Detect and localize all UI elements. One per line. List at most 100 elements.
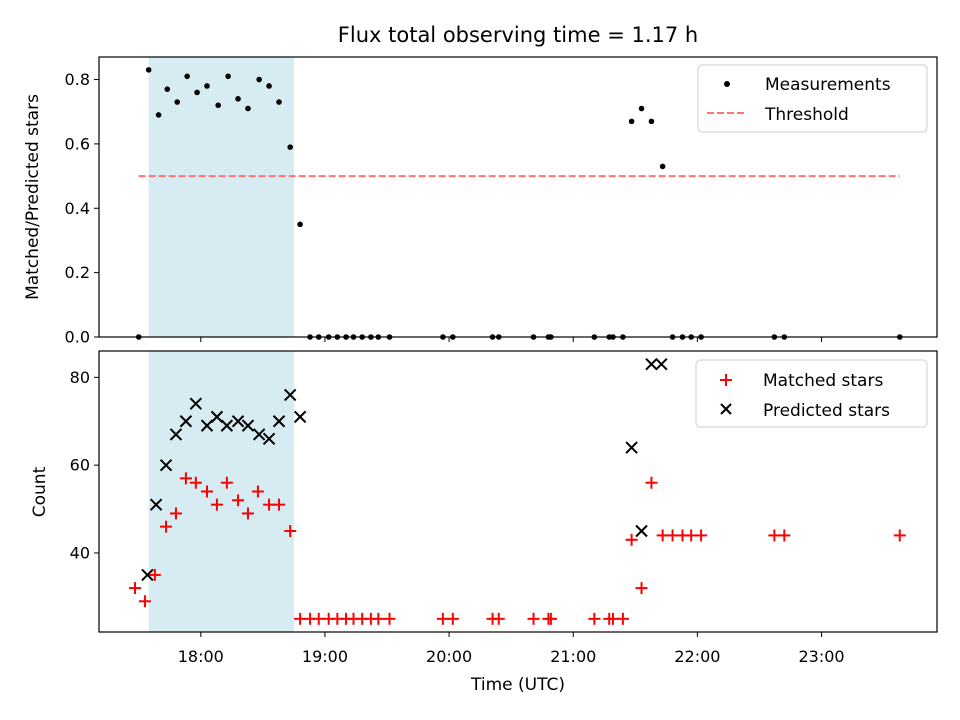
predicted-star-point [231,415,245,428]
matched-star-point [232,494,245,507]
measurement-point [638,105,645,112]
x-tick-label: 21:00 [550,647,596,666]
bottom-y-axis-label: Count [30,466,50,517]
matched-star-point [148,568,161,581]
matched-star-point [527,612,540,625]
measurement-point [184,73,190,80]
predicted-star-point [635,524,648,538]
top-legend-box [697,64,928,133]
measurement-point [174,99,181,105]
predicted-legend-marker [720,403,732,415]
legend-measurements: Measurements [765,75,891,95]
measurement-point [194,89,200,96]
bottom-legend-box [695,359,928,428]
measurement-point [256,76,262,83]
matched-star-point [446,612,459,625]
matched-star-point [241,507,254,520]
matched-star-point [544,612,557,625]
matched-star-point [778,529,791,542]
measurement-point [235,96,241,102]
matched-star-point [210,498,223,511]
legend-matched-stars: Matched stars [763,371,883,391]
bottom-y-axis: 40 60 80 [70,368,99,562]
predicted-star-point [645,357,658,371]
bottom-x-axis: 18:00 19:00 20:00 21:00 22:00 23:00 [178,632,845,666]
measurement-point [155,112,162,118]
predicted-star-point [159,458,173,472]
y-tick-label: 0.0 [65,328,90,347]
measurement-point [245,105,251,112]
measurement-point [204,83,210,89]
predicted-star-point [169,428,183,441]
predicted-star-point [625,441,638,454]
legend-predicted-stars: Predicted stars [763,401,890,421]
chart-title: Flux total observing time = 1.17 h [338,23,698,47]
matched-star-point [129,582,142,595]
bottom-panel: 40 60 80 18:00 19:00 20:00 21:00 22:00 23:00 Co… [30,350,938,695]
matched-stars-series [129,472,906,625]
matched-star-point [220,476,233,489]
legend-threshold: Threshold [764,105,849,125]
matched-star-point [616,612,629,625]
measurement-point [215,102,221,109]
observing-window-shade-top [148,57,294,337]
x-tick-label: 22:00 [674,647,720,666]
matched-star-point [492,612,505,625]
y-tick-label: 0.8 [65,70,90,89]
bottom-axes-frame [98,350,938,633]
measurement-point [164,86,171,92]
predicted-star-point [210,410,224,424]
top-axes-frame [98,56,938,338]
predicted-star-point [149,498,163,511]
measurement-point [648,118,655,125]
measurement-point [276,99,282,105]
y-tick-label: 0.2 [65,263,90,282]
predicted-star-point [293,410,307,424]
predicted-star-point [283,388,297,402]
measurement-point [225,73,231,80]
top-x-ticks [200,337,823,342]
measurement-point [297,221,303,228]
matched-star-point [372,612,385,625]
top-panel: 0.00.20.40.60.8 Matched/Predicted stars … [23,56,938,347]
matched-star-point [251,485,264,498]
matched-star-point [284,525,297,538]
matched-star-point [588,612,601,625]
measurement-point [287,144,293,150]
matched-star-point [138,595,151,608]
matched-star-point [635,582,648,595]
measurement-point [628,118,635,125]
x-tick-label: 20:00 [426,647,472,666]
predicted-star-point [262,432,276,446]
x-tick-label: 23:00 [798,647,844,666]
matched-star-point [169,507,182,520]
matched-star-point [160,520,173,533]
matched-star-point [383,612,396,625]
top-y-axis: 0.0 0.2 0.4 0.6 0.8 [65,70,99,347]
observing-window-shade-bottom [148,351,294,632]
predicted-star-point [200,419,214,432]
y-tick-label: 0.6 [65,134,90,153]
predicted-star-point [272,415,286,428]
matched-star-point [645,476,658,489]
matched-star-point [695,529,708,542]
y-tick-label: 0.4 [65,199,90,218]
matched-star-point [189,476,202,489]
matched-legend-marker [720,374,732,386]
y-tick-label: 40 [70,543,90,562]
predicted-star-point [241,419,255,432]
top-legend: Measurements Threshold [697,64,928,133]
top-y-axis-label: Matched/Predicted stars [23,94,43,300]
x-tick-label: 19:00 [302,647,348,666]
matched-star-point [893,529,906,542]
predicted-star-point [220,419,234,432]
predicted-star-point [179,415,193,428]
matched-star-point [625,533,638,546]
predicted-stars-series [141,357,668,582]
x-tick-label: 18:00 [178,647,224,666]
y-tick-label: 80 [70,368,90,387]
measurements-legend-marker [724,81,730,87]
measurement-point [266,83,272,89]
predicted-star-point [655,357,668,371]
